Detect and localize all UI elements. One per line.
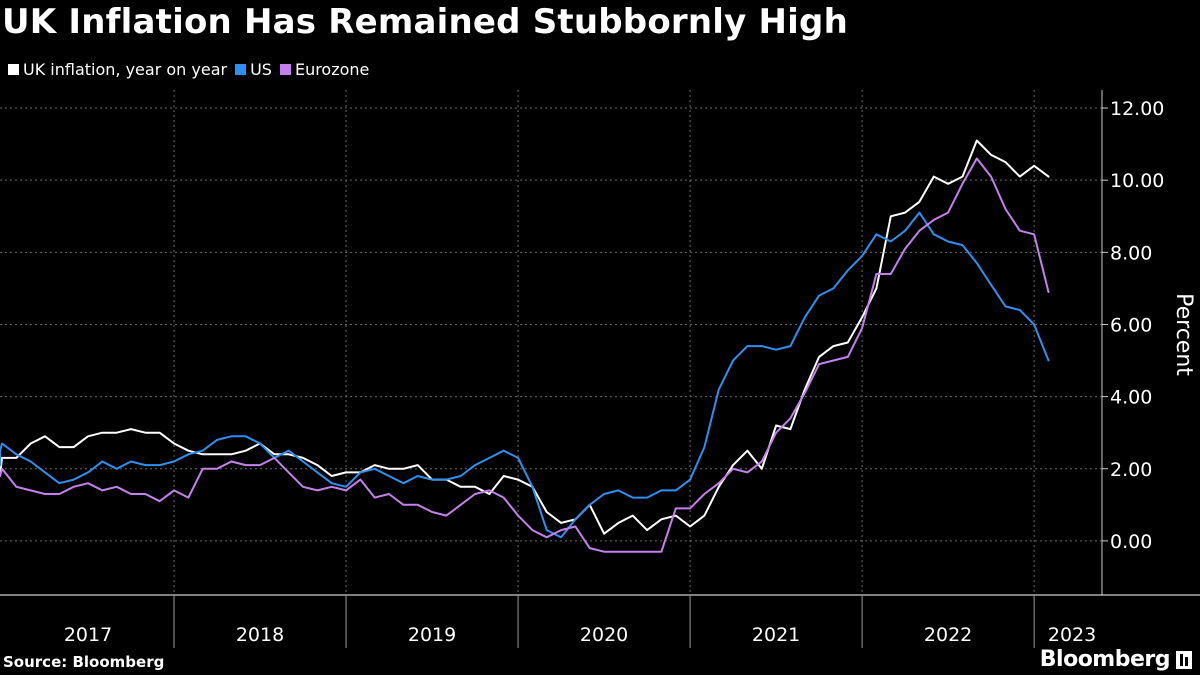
x-tick-label: 2023 xyxy=(1048,624,1096,646)
x-tick-label: 2019 xyxy=(408,624,456,646)
x-tick-label: 2017 xyxy=(64,624,112,646)
brand-wordmark: Bloomberg xyxy=(1039,647,1171,672)
x-tick-label: 2020 xyxy=(580,624,628,646)
y-tick-label: 6.00 xyxy=(1110,314,1152,336)
legend-item-eurozone: Eurozone xyxy=(279,60,370,79)
y-tick-label: 8.00 xyxy=(1110,242,1152,264)
x-tick-label: 2021 xyxy=(752,624,800,646)
series-line-us xyxy=(0,211,1050,539)
x-tick-label: 2018 xyxy=(236,624,284,646)
y-tick-label: 4.00 xyxy=(1110,387,1152,409)
series-line-uk xyxy=(0,139,1050,535)
legend-label-us: US xyxy=(250,60,272,79)
legend-label-eurozone: Eurozone xyxy=(294,60,370,79)
y-tick-label: 2.00 xyxy=(1110,459,1152,481)
legend-label-uk: UK inflation, year on year xyxy=(23,60,228,79)
y-tick-label: 0.00 xyxy=(1110,531,1152,553)
y-tick-label: 10.00 xyxy=(1110,170,1164,192)
y-tick-label: 12.00 xyxy=(1110,98,1164,120)
legend-swatch-eurozone xyxy=(279,64,291,75)
legend-item-us: US xyxy=(235,60,272,79)
legend-swatch-us xyxy=(235,64,247,75)
legend-item-uk: UK inflation, year on year xyxy=(8,60,227,79)
bloomberg-badge-icon xyxy=(1176,650,1192,669)
x-tick-label: 2022 xyxy=(924,624,972,646)
chart-title: UK Inflation Has Remained Stubbornly Hig… xyxy=(2,2,848,42)
legend-swatch-uk xyxy=(8,64,19,75)
chart-legend: UK inflation, year on year US Eurozone xyxy=(8,60,377,79)
series-line-eurozone xyxy=(0,157,1050,553)
source-note: Source: Bloomberg xyxy=(3,653,165,671)
y-axis-title: Percent xyxy=(1171,293,1196,376)
bloomberg-logo: Bloomberg xyxy=(1040,647,1192,672)
